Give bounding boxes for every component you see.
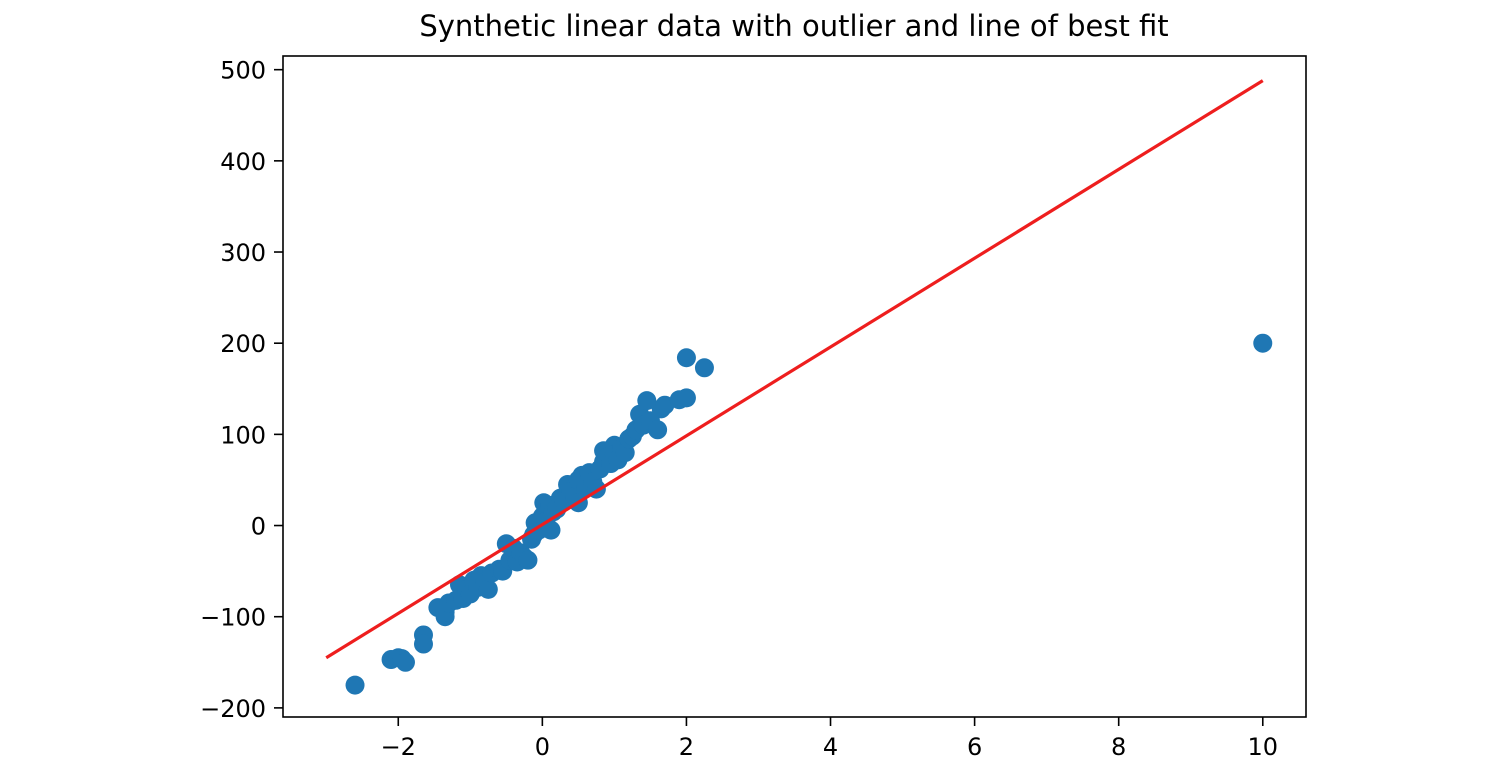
y-tick-label: 400: [220, 148, 266, 176]
y-tick-label: 500: [220, 57, 266, 85]
y-tick-label: 200: [220, 330, 266, 358]
y-tick-label: 0: [251, 513, 266, 541]
scatter-point: [478, 579, 498, 599]
y-tick-label: −200: [200, 695, 266, 723]
best-fit-line-layer: [325, 79, 1264, 660]
scatter-point: [1253, 333, 1273, 353]
scatter-point: [413, 634, 433, 654]
scatter-point: [676, 388, 696, 408]
y-tick-label: 300: [220, 239, 266, 267]
scatter-points: [345, 333, 1273, 695]
x-tick-label: 2: [679, 733, 694, 761]
axes: −2 0 2 4 6 8 10 −200 −100 0 100 200 300 400 500: [200, 57, 1278, 761]
chart-title: Synthetic linear data with outlier and l…: [419, 9, 1168, 43]
scatter-point: [648, 420, 668, 440]
scatter-point: [676, 348, 696, 368]
x-tick-label: −2: [381, 733, 416, 761]
plot-frame: [282, 55, 1307, 718]
x-tick-label: 4: [823, 733, 838, 761]
x-tick-label: 0: [535, 733, 550, 761]
y-tick-label: −100: [200, 604, 266, 632]
scatter-point: [694, 358, 714, 378]
scatter-point: [518, 550, 538, 570]
x-tick-label: 8: [1111, 733, 1126, 761]
x-tick-label: 10: [1248, 733, 1279, 761]
scatter-point: [345, 675, 365, 695]
x-tick-label: 6: [967, 733, 982, 761]
scatter-point: [637, 391, 657, 411]
scatter-point: [541, 520, 561, 540]
scatter-point: [655, 395, 675, 415]
best-fit-line: [325, 79, 1264, 660]
scatter-point: [395, 652, 415, 672]
y-tick-label: 100: [220, 421, 266, 449]
